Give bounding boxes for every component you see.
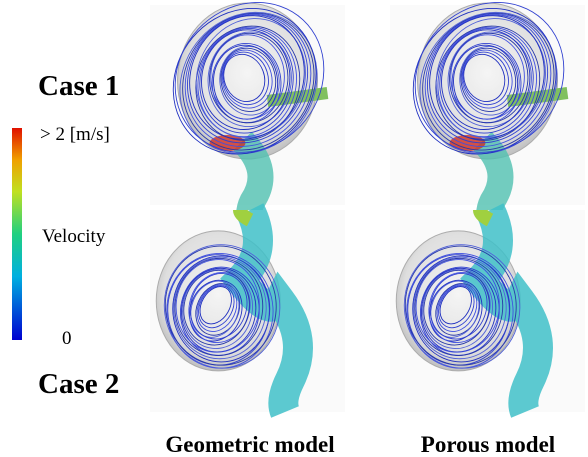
vessel <box>480 210 490 220</box>
figure: Case 1 Case 2 > 2 [m/s] Velocity 0 Geome… <box>0 0 588 457</box>
column-label: Geometric model <box>165 432 334 457</box>
render-panel <box>390 210 585 412</box>
colorbar-max: > 2 [m/s] <box>40 124 110 145</box>
render-panel <box>150 210 345 412</box>
row-label: Case 2 <box>38 368 119 400</box>
colorbar-min: 0 <box>62 328 72 349</box>
render-panel <box>384 0 588 241</box>
colorbar <box>12 128 22 340</box>
colorbar-title: Velocity <box>42 226 106 247</box>
panels <box>144 0 588 412</box>
vessel <box>240 210 250 220</box>
row-label: Case 1 <box>38 70 119 102</box>
render-panel <box>144 0 355 241</box>
column-label: Porous model <box>421 432 555 457</box>
